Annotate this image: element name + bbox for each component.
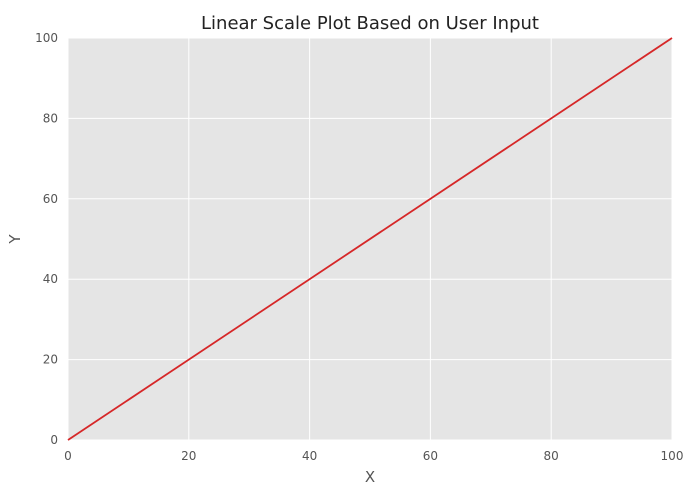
x-tick-label-1: 20 — [181, 449, 196, 463]
x-tick-label-2: 40 — [302, 449, 317, 463]
x-tick-label-4: 80 — [544, 449, 559, 463]
y-axis-label: Y — [6, 234, 24, 245]
y-tick-label-2: 40 — [43, 272, 58, 286]
series-line-0 — [67, 37, 673, 441]
x-axis-label: X — [365, 468, 375, 486]
chart-title: Linear Scale Plot Based on User Input — [201, 13, 539, 34]
x-tick-label-3: 60 — [423, 449, 438, 463]
y-tick-label-0: 0 — [50, 433, 58, 447]
x-tick-label-0: 0 — [64, 449, 72, 463]
y-tick-label-4: 80 — [43, 111, 58, 125]
y-tick-label-5: 100 — [35, 31, 58, 45]
x-tick-label-5: 100 — [661, 449, 684, 463]
y-tick-label-3: 60 — [43, 192, 58, 206]
y-tick-label-1: 20 — [43, 353, 58, 367]
